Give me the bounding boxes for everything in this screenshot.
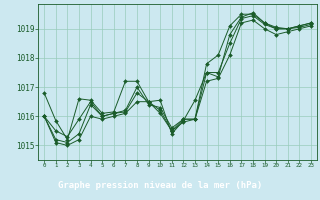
Text: Graphe pression niveau de la mer (hPa): Graphe pression niveau de la mer (hPa) — [58, 181, 262, 190]
